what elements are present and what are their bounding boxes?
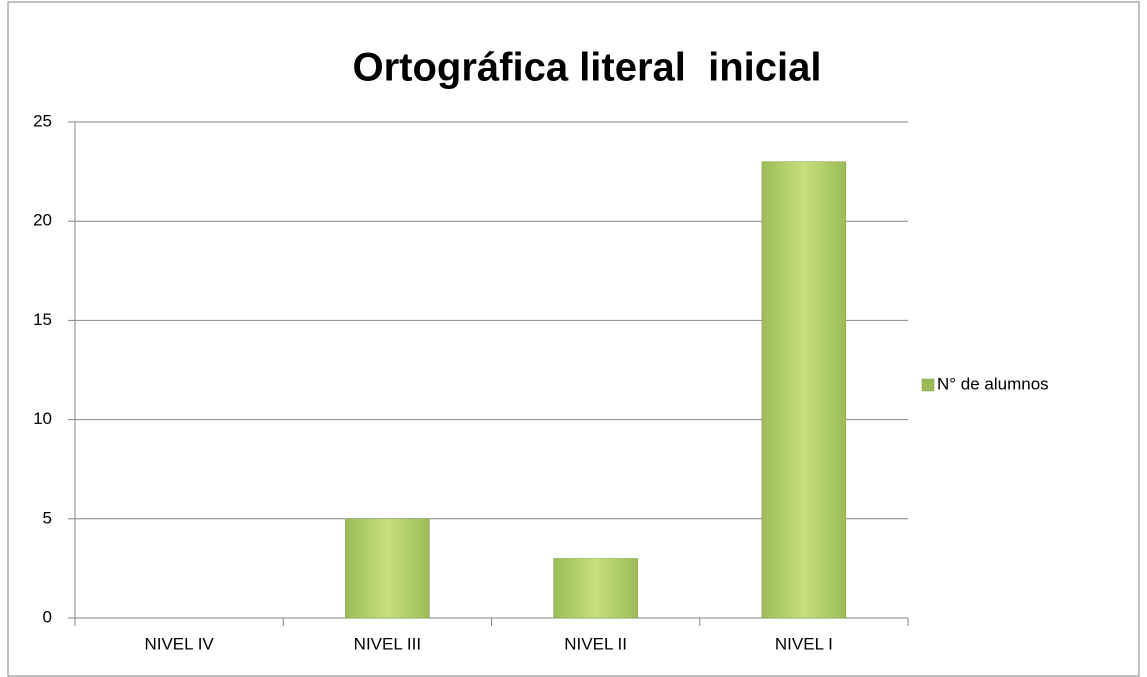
x-tick-label: NIVEL IV xyxy=(144,634,214,653)
chart-title: Ortográfica literal inicial xyxy=(352,46,821,90)
bar xyxy=(553,558,638,619)
legend-swatch xyxy=(921,378,935,392)
x-tick-label: NIVEL I xyxy=(775,634,833,653)
y-tick-label: 5 xyxy=(43,508,52,527)
bar xyxy=(345,518,430,619)
y-tick-label: 20 xyxy=(33,211,52,230)
y-tick-label: 10 xyxy=(33,409,52,428)
y-tick-label: 25 xyxy=(33,111,52,130)
bar xyxy=(761,161,847,619)
x-tick-label: NIVEL II xyxy=(564,634,627,653)
legend-label: N° de alumnos xyxy=(937,374,1049,393)
x-tick-label: NIVEL III xyxy=(354,634,421,653)
y-tick-label: 0 xyxy=(43,607,52,626)
y-tick-label: 15 xyxy=(33,310,52,329)
